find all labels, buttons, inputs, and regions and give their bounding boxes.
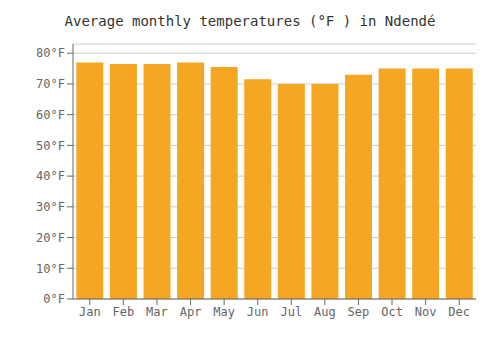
svg-text:Dec: Dec [448, 305, 470, 319]
svg-text:60°F: 60°F [36, 108, 65, 122]
svg-text:Mar: Mar [146, 305, 168, 319]
svg-text:50°F: 50°F [36, 139, 65, 153]
svg-text:30°F: 30°F [36, 200, 65, 214]
svg-text:20°F: 20°F [36, 231, 65, 245]
svg-text:Oct: Oct [381, 305, 403, 319]
svg-text:May: May [213, 305, 235, 319]
svg-text:Nov: Nov [415, 305, 437, 319]
svg-text:Sep: Sep [348, 305, 370, 319]
svg-text:Apr: Apr [180, 305, 202, 319]
svg-text:Jun: Jun [247, 305, 269, 319]
svg-text:10°F: 10°F [36, 262, 65, 276]
svg-text:70°F: 70°F [36, 77, 65, 91]
html-text:Average monthly temperatures (: Average monthly temperatures (°F ) in Nd… [64, 13, 436, 29]
svg-text:Jan: Jan [79, 305, 101, 319]
svg-text:0°F: 0°F [43, 292, 65, 306]
svg-text:80°F: 80°F [36, 46, 65, 60]
svg-text:Jul: Jul [280, 305, 302, 319]
svg-text:Feb: Feb [113, 305, 135, 319]
svg-text:Aug: Aug [314, 305, 336, 319]
svg-text:40°F: 40°F [36, 169, 65, 183]
